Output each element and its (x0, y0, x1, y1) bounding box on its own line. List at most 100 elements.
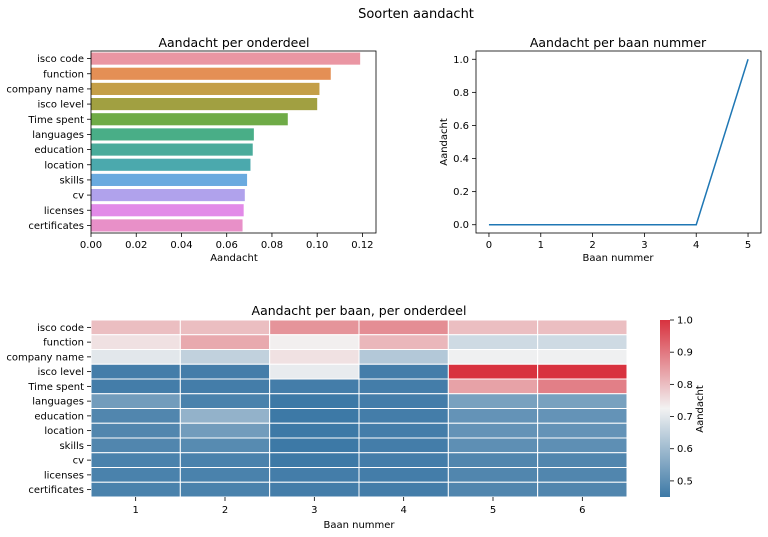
y-tick-label: 0.6 (453, 121, 469, 132)
bar (91, 128, 254, 141)
heatmap-cell (537, 378, 628, 395)
heatmap-cell (90, 467, 181, 483)
heatmap-cell (179, 408, 271, 424)
y-tick-label: isco code (37, 54, 84, 65)
heatmap-x-axis: 1 2 3 4 5 6 (132, 497, 586, 516)
heatmap-cell (358, 437, 449, 454)
x-tick-label: 0.04 (170, 240, 192, 251)
heatmap-cell (447, 334, 539, 350)
heatmap-cell (90, 363, 181, 380)
bar-chart: Aandacht per onderdeel 0.00 0.02 0.04 0.06 0… (6, 35, 377, 264)
heatmap-cell (90, 437, 181, 454)
heatmap-cell (537, 408, 628, 424)
heatmap-cell (90, 408, 181, 424)
heatmap-cell (179, 334, 271, 350)
heatmap-cell (537, 422, 628, 439)
bar-chart-xlabel: Aandacht (210, 253, 258, 264)
colorbar-ticks: 0.5 0.6 0.7 0.8 0.9 1.0 (670, 316, 693, 487)
x-tick-label: 3 (311, 505, 317, 516)
heatmap-cell (90, 422, 181, 439)
heatmap-cell (90, 378, 181, 395)
bar-chart-marks (91, 52, 361, 232)
y-tick-label: languages (32, 397, 84, 408)
heatmap-cell (358, 422, 449, 439)
heatmap-cell (537, 349, 628, 365)
heatmap-cell (447, 422, 539, 439)
heatmap-cell (269, 393, 360, 409)
y-tick-label: isco code (37, 323, 84, 334)
bar (91, 143, 253, 156)
figure-title: Soorten aandacht (358, 7, 474, 22)
y-tick-label: isco level (37, 367, 84, 378)
y-tick-label: 0.0 (453, 220, 469, 231)
heatmap-cell (269, 452, 360, 468)
y-tick-label: Time spent (27, 115, 84, 126)
bar (91, 113, 288, 126)
line-chart-xlabel: Baan nummer (582, 253, 654, 264)
line-chart-marks (488, 59, 749, 226)
heatmap-cells (90, 319, 628, 498)
x-tick-label: 1 (132, 505, 138, 516)
y-tick-label: 0.4 (453, 154, 469, 165)
bar (91, 189, 245, 202)
heatmap-cell (358, 481, 449, 498)
heatmap-cell (537, 334, 628, 350)
heatmap-cell (179, 363, 271, 380)
heatmap-cell (90, 334, 181, 350)
heatmap-xlabel: Baan nummer (323, 520, 395, 531)
y-tick-label: function (43, 338, 84, 349)
x-tick-label: 4 (693, 240, 699, 251)
y-tick-label: skills (59, 441, 84, 452)
heatmap-cell (537, 481, 628, 498)
x-tick-label: 0.12 (351, 240, 373, 251)
heatmap-cell (447, 363, 539, 380)
heatmap-cell (269, 467, 360, 483)
y-tick-label: certificates (28, 485, 84, 496)
x-tick-label: 4 (400, 505, 406, 516)
heatmap-cell (447, 408, 539, 424)
y-tick-label: languages (32, 130, 84, 141)
heatmap-cell (179, 481, 271, 498)
heatmap-cell (179, 319, 271, 336)
heatmap-y-axis: isco code function company name isco level T… (6, 323, 91, 496)
bar-chart-y-axis: isco code function company name isco level T… (6, 54, 91, 232)
y-tick-label: skills (59, 175, 84, 186)
heatmap-cell (537, 452, 628, 468)
heatmap-cell (537, 363, 628, 380)
line-chart-x-axis: 0 1 2 3 4 5 (486, 233, 751, 251)
bar (91, 173, 248, 186)
heatmap-cell (447, 452, 539, 468)
bar (91, 204, 244, 217)
heatmap-cell (358, 378, 449, 395)
heatmap-cell (269, 334, 360, 350)
x-tick-label: 1 (538, 240, 544, 251)
x-tick-label: 0.00 (80, 240, 102, 251)
heatmap-cell (269, 319, 360, 336)
y-tick-label: company name (6, 84, 84, 95)
x-tick-label: 0.02 (125, 240, 147, 251)
x-tick-label: 2 (222, 505, 228, 516)
bar (91, 158, 251, 171)
x-tick-label: 5 (745, 240, 751, 251)
heatmap-cell (358, 349, 449, 365)
x-tick-label: 0.10 (306, 240, 328, 251)
colorbar-tick-label: 0.7 (677, 412, 693, 423)
heatmap-cell (269, 481, 360, 498)
heatmap-cell (269, 363, 360, 380)
heatmap-cell (269, 422, 360, 439)
bar-chart-frame (90, 50, 377, 234)
y-tick-label: Time spent (27, 382, 84, 393)
heatmap-cell (179, 437, 271, 454)
y-tick-label: function (43, 69, 84, 80)
heatmap-cell (537, 319, 628, 336)
bar (91, 219, 243, 232)
heatmap-cell (269, 378, 360, 395)
heatmap-cell (447, 378, 539, 395)
heatmap-cell (447, 393, 539, 409)
heatmap-cell (447, 481, 539, 498)
colorbar-gradient (660, 320, 670, 497)
y-tick-label: cv (73, 456, 84, 467)
y-tick-label: education (34, 145, 84, 156)
bar-chart-x-axis: 0.00 0.02 0.04 0.06 0.08 0.10 0.12 (80, 233, 374, 251)
